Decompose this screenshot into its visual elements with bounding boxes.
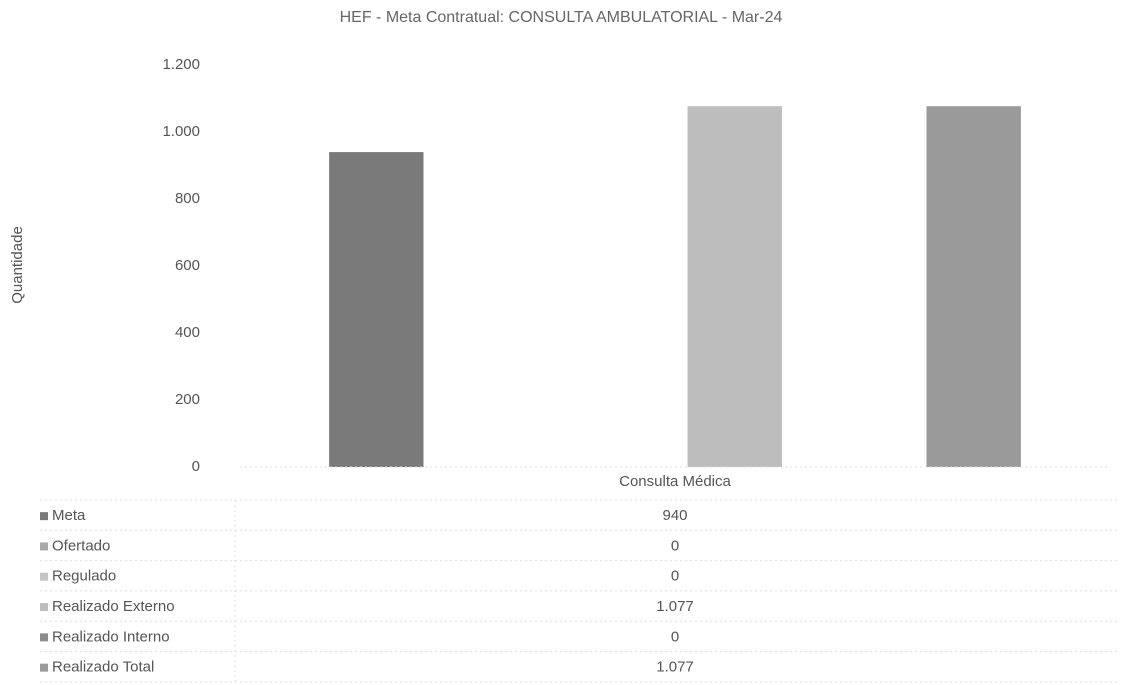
legend-key xyxy=(40,512,48,521)
y-axis-label: Quantidade xyxy=(9,226,26,304)
bar xyxy=(687,106,782,467)
legend-label: Meta xyxy=(52,507,86,524)
bar xyxy=(926,106,1021,467)
legend-label: Realizado Externo xyxy=(52,598,175,615)
table-value: 0 xyxy=(671,568,679,585)
x-tick-label: Consulta Médica xyxy=(619,473,731,490)
table-value: 1.077 xyxy=(656,598,694,615)
y-tick-label: 200 xyxy=(175,391,200,408)
y-tick-label: 400 xyxy=(175,324,200,341)
legend-label: Realizado Total xyxy=(52,659,154,676)
y-tick-label: 800 xyxy=(175,190,200,207)
legend-key xyxy=(40,663,48,672)
table-value: 0 xyxy=(671,537,679,554)
y-tick-label: 1.200 xyxy=(162,56,200,73)
legend-key xyxy=(40,633,48,642)
table-value: 0 xyxy=(671,628,679,645)
y-tick-label: 600 xyxy=(175,257,200,274)
table-value: 1.077 xyxy=(656,659,694,676)
y-tick-label: 1.000 xyxy=(162,123,200,140)
bar xyxy=(329,152,424,467)
legend-key xyxy=(40,542,48,551)
legend-label: Regulado xyxy=(52,568,116,585)
legend-label: Ofertado xyxy=(52,537,110,554)
chart-title: HEF - Meta Contratual: CONSULTA AMBULATO… xyxy=(340,9,783,26)
legend-key xyxy=(40,603,48,612)
table-value: 940 xyxy=(662,507,687,524)
legend-label: Realizado Interno xyxy=(52,628,170,645)
y-tick-label: 0 xyxy=(192,458,200,475)
legend-key xyxy=(40,572,48,581)
